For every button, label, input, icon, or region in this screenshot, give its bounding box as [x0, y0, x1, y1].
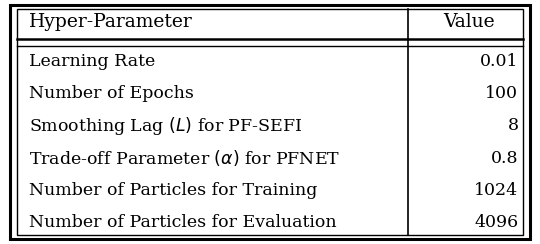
Text: Number of Particles for Evaluation: Number of Particles for Evaluation	[29, 214, 336, 231]
Text: Hyper-Parameter: Hyper-Parameter	[29, 13, 192, 31]
Text: 1024: 1024	[474, 182, 518, 199]
Text: Number of Epochs: Number of Epochs	[29, 85, 193, 102]
Text: Number of Particles for Training: Number of Particles for Training	[29, 182, 317, 199]
Text: 0.8: 0.8	[491, 150, 518, 167]
Text: Trade-off Parameter $( \alpha )$ for PFNET: Trade-off Parameter $( \alpha )$ for PFN…	[29, 148, 340, 168]
Text: 4096: 4096	[474, 214, 518, 231]
Text: Value: Value	[443, 13, 495, 31]
Text: 8: 8	[508, 117, 518, 134]
Text: 0.01: 0.01	[480, 53, 518, 70]
Text: 100: 100	[485, 85, 518, 102]
Text: Learning Rate: Learning Rate	[29, 53, 155, 70]
Text: Smoothing Lag $(L)$ for PF-SEFI: Smoothing Lag $(L)$ for PF-SEFI	[29, 115, 302, 137]
